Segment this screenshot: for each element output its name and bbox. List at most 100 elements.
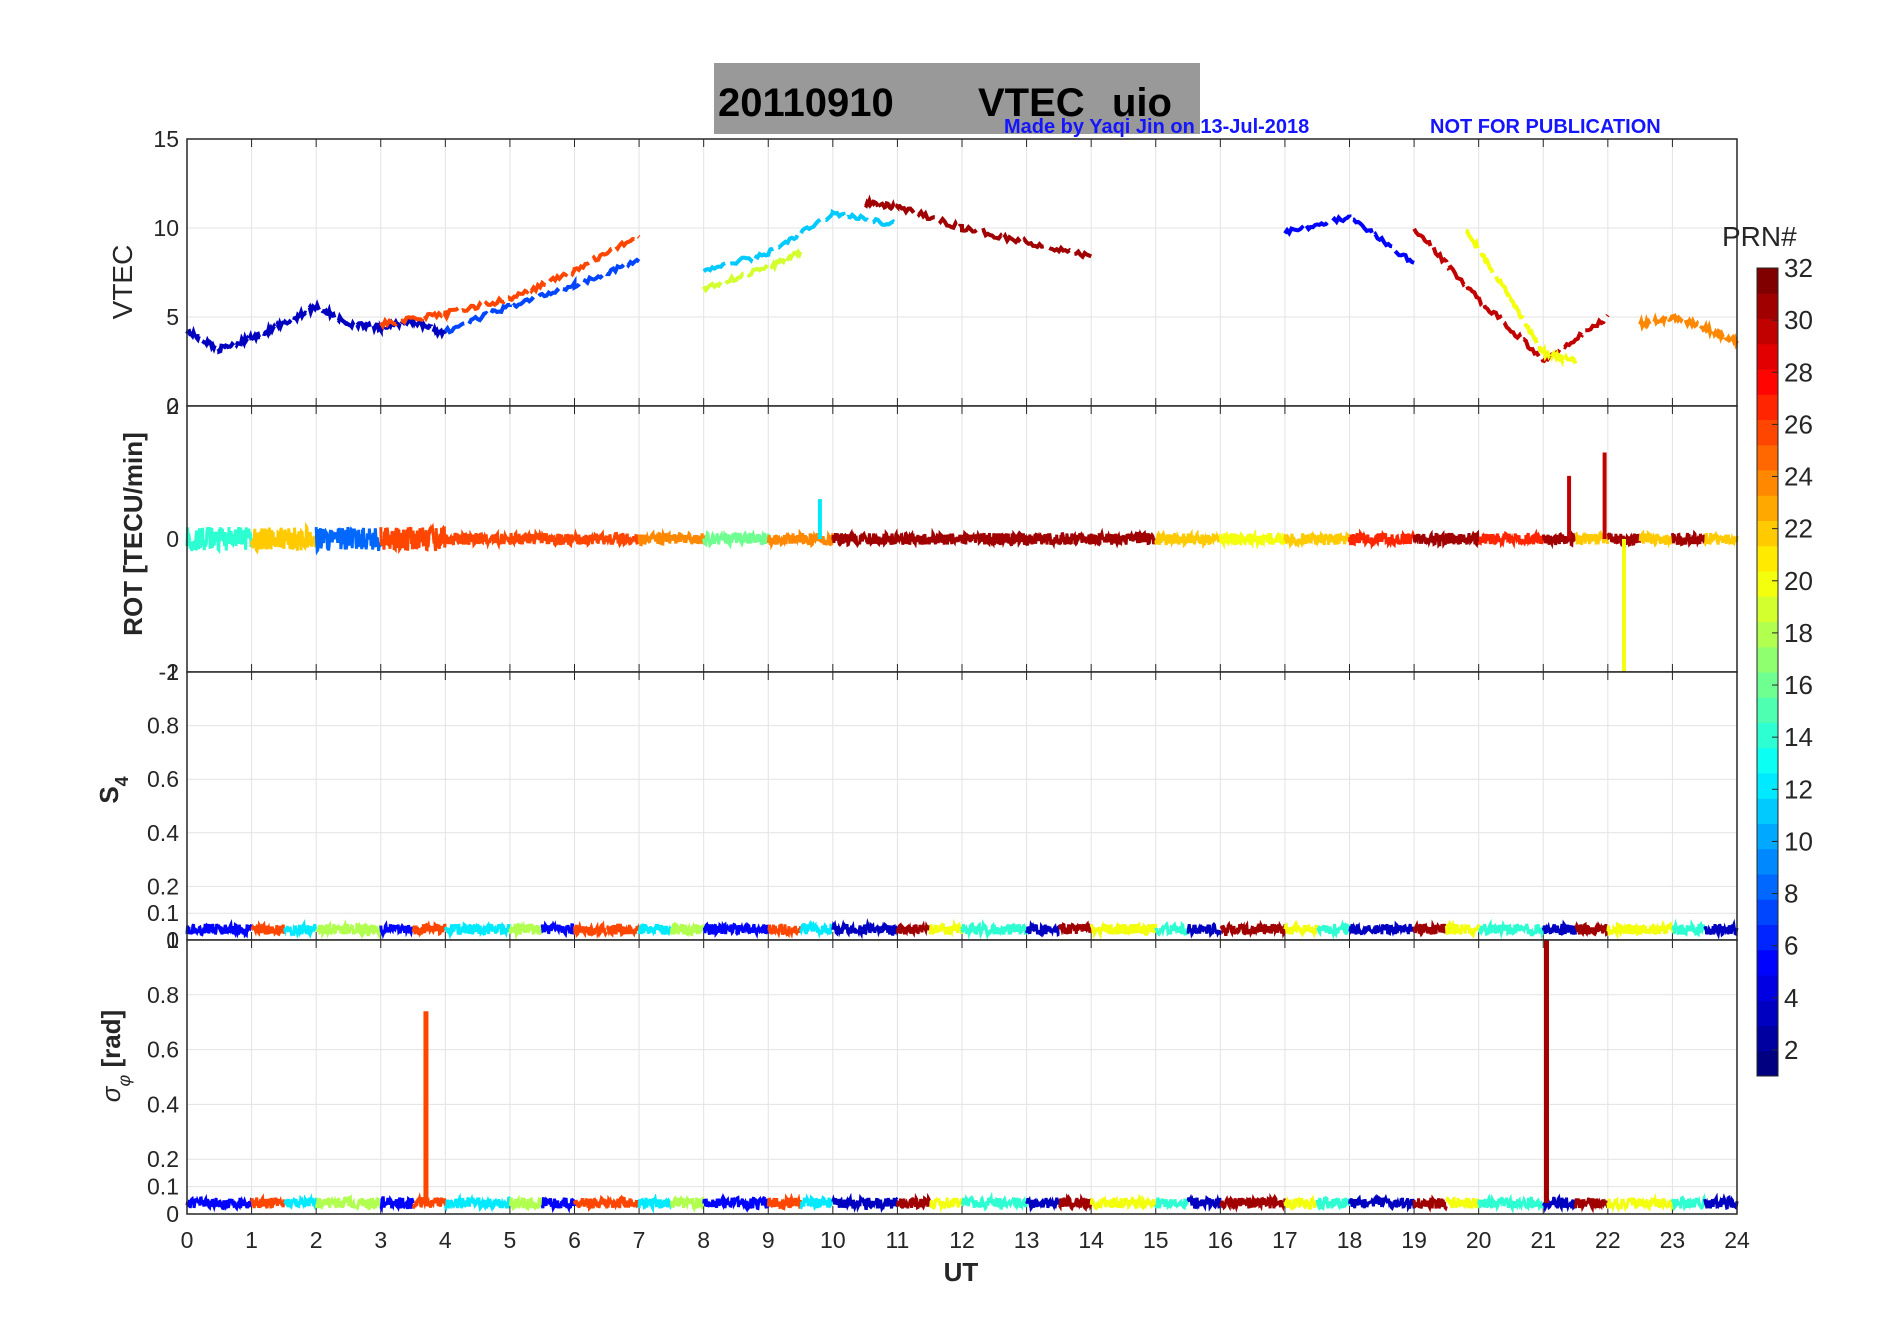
sigma-phi-series-line <box>799 1193 835 1212</box>
s4-series-line <box>960 918 996 941</box>
sigma-phi-series-line <box>1509 1195 1545 1215</box>
colorbar-swatch <box>1757 470 1778 496</box>
sigma-phi-series-line <box>1025 1195 1061 1213</box>
sigma-phi-panel: 10.80.60.40.20.100 1 2 3 4 5 6 7 8 9 10 11 12 13 14 15 1… <box>147 927 1750 1253</box>
y-tick-label: 0.1 <box>147 1174 179 1200</box>
colorbar: 32 30 28 26 24 22 20 18 16 14 12 10 8 6 4 2 <box>1756 253 1813 1077</box>
s4-series-line <box>1283 919 1319 939</box>
rot-series-line <box>1025 531 1061 550</box>
s4-series-line <box>831 919 867 940</box>
s4-series-line <box>1574 921 1610 938</box>
rot-series-line <box>476 528 511 551</box>
x-tick-label: 24 <box>1724 1227 1750 1253</box>
s4-series-line <box>314 919 350 939</box>
sigma-phi-series-line <box>1057 1193 1093 1212</box>
rot-series-line <box>1122 529 1158 545</box>
sigma-phi-series-line <box>1283 1194 1319 1211</box>
x-tick-label: 3 <box>374 1227 387 1253</box>
sigma-phi-series-line <box>250 1193 286 1209</box>
x-axis-label: UT <box>944 1257 979 1287</box>
vtec-series-line <box>1412 227 1610 364</box>
x-tick-label: 12 <box>949 1227 975 1253</box>
rot-series-line <box>540 530 576 549</box>
rot-series-line <box>895 529 932 549</box>
colorbar-tick-label: 6 <box>1784 931 1798 961</box>
sigma-phi-series-line <box>1154 1197 1190 1211</box>
s4-series-line <box>1219 920 1255 939</box>
y-tick-label: 2 <box>166 393 179 419</box>
rot-series-line <box>734 529 770 548</box>
s4-series-line <box>1638 919 1674 936</box>
sigma-phi-series-line <box>960 1191 996 1212</box>
y-tick-label: 0.1 <box>147 900 179 926</box>
sigma-phi-series-line <box>508 1194 544 1212</box>
colorbar-tick-label: 28 <box>1784 357 1813 387</box>
rot-series-line <box>314 526 350 556</box>
vtec-panel: 15 10 5 0 <box>153 126 1739 419</box>
vtec-series-line <box>443 257 641 335</box>
rot-series-line <box>1251 528 1287 550</box>
x-tick-label: 18 <box>1337 1227 1363 1253</box>
sigma-phi-series-line <box>347 1193 383 1212</box>
s4-series-line <box>1444 919 1481 940</box>
sigma-phi-series-line <box>573 1194 609 1212</box>
y-tick-label: 0.6 <box>147 766 179 792</box>
colorbar-swatch <box>1757 545 1778 572</box>
rot-series-line <box>1186 528 1222 549</box>
colorbar-tick-label: 12 <box>1784 774 1813 804</box>
s4-series-line <box>767 923 802 939</box>
rot-series-line <box>250 527 286 555</box>
colorbar-swatch <box>1757 823 1778 850</box>
y-tick-label: -2 <box>159 659 179 685</box>
rot-series-line <box>960 529 996 549</box>
panel-border <box>186 939 1738 1215</box>
s4-series-line <box>476 920 512 939</box>
sigma-phi-series-line <box>185 1193 221 1213</box>
colorbar-tick-label: 18 <box>1784 618 1813 648</box>
rot-series-line <box>282 521 318 552</box>
x-tick-label: 19 <box>1401 1227 1427 1253</box>
s4-series-line <box>928 918 964 938</box>
rot-series-line <box>379 526 415 555</box>
colorbar-tick-label: 8 <box>1784 879 1798 909</box>
rot-series-line <box>1089 527 1125 549</box>
sigma-phi-series-line <box>1315 1195 1351 1212</box>
rot-series-line <box>217 527 254 551</box>
s4-series-line <box>1058 920 1093 936</box>
sigma-phi-series-line <box>379 1195 415 1214</box>
y-tick-label: 0.8 <box>147 713 179 739</box>
y-tick-label: 10 <box>153 215 179 241</box>
sigma-phi-series-line <box>637 1193 673 1214</box>
colorbar-tick-label: 14 <box>1784 722 1813 752</box>
sigma-phi-series-line <box>831 1192 867 1213</box>
rot-panel: 20-2 <box>159 393 1739 685</box>
s4-series-line <box>605 923 641 938</box>
rot-series-line <box>347 526 383 552</box>
colorbar-swatch <box>1757 394 1778 420</box>
s4-series-line <box>1186 921 1222 939</box>
y-tick-label: 0 <box>166 1201 179 1227</box>
vtec-series-line <box>379 232 641 331</box>
x-tick-label: 13 <box>1014 1227 1040 1253</box>
vtec-series-line <box>702 208 898 273</box>
rot-series-line <box>411 522 447 552</box>
colorbar-swatch <box>1757 747 1778 774</box>
colorbar-swatch <box>1757 924 1778 951</box>
y-tick-label: 0 <box>166 927 179 953</box>
x-tick-label: 17 <box>1272 1227 1298 1253</box>
x-tick-label: 2 <box>310 1227 323 1253</box>
sigma-phi-series-line <box>929 1196 964 1213</box>
s4-series-line <box>1122 921 1158 937</box>
x-tick-label: 7 <box>633 1227 646 1253</box>
vtec-y-label: VTEC <box>107 245 138 320</box>
sigma-phi-series-line <box>443 1192 480 1213</box>
colorbar-swatch <box>1757 1025 1778 1052</box>
rot-series-line <box>1477 530 1513 549</box>
sigma-phi-series-line <box>1380 1193 1416 1213</box>
colorbar-label: PRN# <box>1722 221 1797 252</box>
s4-series-line <box>702 920 738 938</box>
sigma-phi-series-line <box>1670 1192 1707 1212</box>
colorbar-swatch <box>1757 495 1778 521</box>
sigma-phi-series-line <box>1122 1193 1158 1211</box>
s4-series-line <box>1380 920 1416 937</box>
